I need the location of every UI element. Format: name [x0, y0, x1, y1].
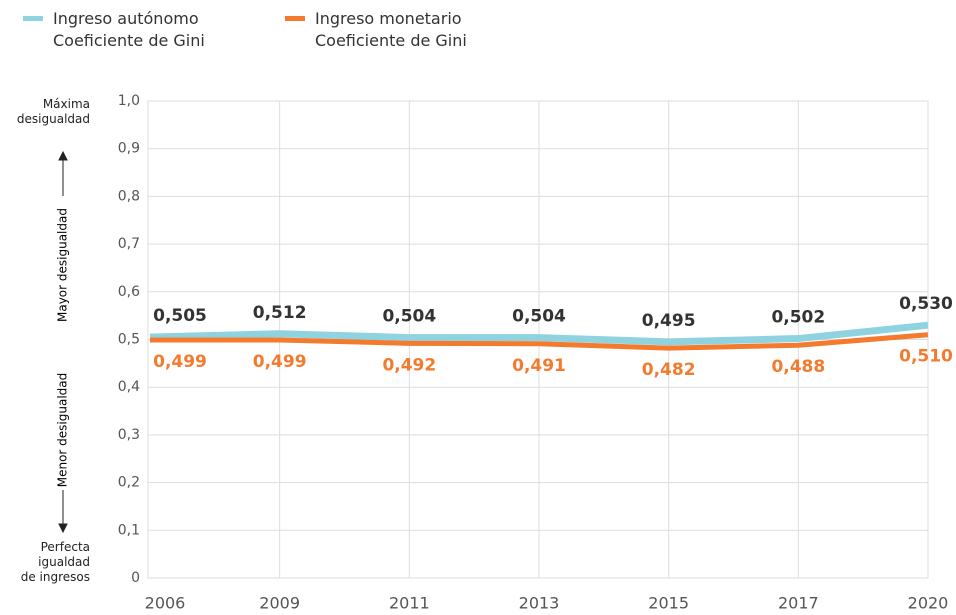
- data-label: 0,482: [642, 360, 696, 380]
- x-tick-label: 2011: [389, 594, 430, 613]
- y-tick-label: 0,1: [118, 522, 140, 538]
- x-tick-label: 2015: [648, 594, 689, 613]
- legend-swatch: [285, 16, 305, 21]
- data-label: 0,492: [382, 355, 436, 375]
- x-tick-label: 2013: [519, 594, 560, 613]
- legend-label: Ingreso autónomo Coeficiente de Gini: [53, 9, 205, 50]
- annotation: Máxima desigualdad: [16, 97, 90, 126]
- x-tick-label: 2020: [908, 594, 949, 613]
- x-tick-label: 2017: [778, 594, 819, 613]
- data-label: 0,504: [382, 307, 436, 327]
- legend-entry: Ingreso autónomo Coeficiente de Gini: [23, 8, 205, 52]
- data-label: 0,512: [253, 303, 307, 323]
- y-tick-label: 0,9: [118, 141, 140, 157]
- data-label: 0,530: [899, 294, 953, 314]
- series-line: [150, 332, 929, 351]
- legend-entry: Ingreso monetario Coeficiente de Gini: [285, 8, 467, 52]
- annotation: Menor desigualdad: [56, 373, 70, 488]
- x-tick-label: 2006: [145, 594, 186, 613]
- annotation: Perfecta igualdad de ingresos: [20, 540, 90, 584]
- y-tick-label: 0,3: [118, 427, 140, 443]
- data-label: 0,499: [153, 352, 207, 372]
- x-tick-label: 2009: [259, 594, 300, 613]
- annotation: Mayor desigualdad: [56, 208, 70, 322]
- data-label: 0,502: [771, 308, 825, 328]
- y-tick-label: 0,2: [118, 475, 140, 491]
- annotation-arrows: [58, 150, 68, 534]
- data-label: 0,491: [512, 356, 566, 376]
- data-label: 0,510: [899, 347, 953, 367]
- data-label: 0,488: [771, 357, 825, 377]
- data-label: 0,495: [642, 311, 696, 331]
- legend-swatch: [23, 16, 43, 21]
- y-tick-label: 0,7: [118, 236, 140, 252]
- data-label: 0,505: [153, 306, 207, 326]
- y-tick-label: 0,5: [118, 332, 140, 348]
- data-label: 0,504: [512, 307, 566, 327]
- y-tick-label: 1,0: [118, 93, 140, 109]
- series-line: [149, 321, 929, 346]
- y-tick-label: 0: [131, 570, 140, 586]
- y-tick-label: 0,6: [118, 284, 140, 300]
- y-tick-label: 0,8: [118, 188, 140, 204]
- legend-label: Ingreso monetario Coeficiente de Gini: [315, 9, 467, 50]
- data-label: 0,499: [253, 352, 307, 372]
- y-tick-label: 0,4: [118, 379, 140, 395]
